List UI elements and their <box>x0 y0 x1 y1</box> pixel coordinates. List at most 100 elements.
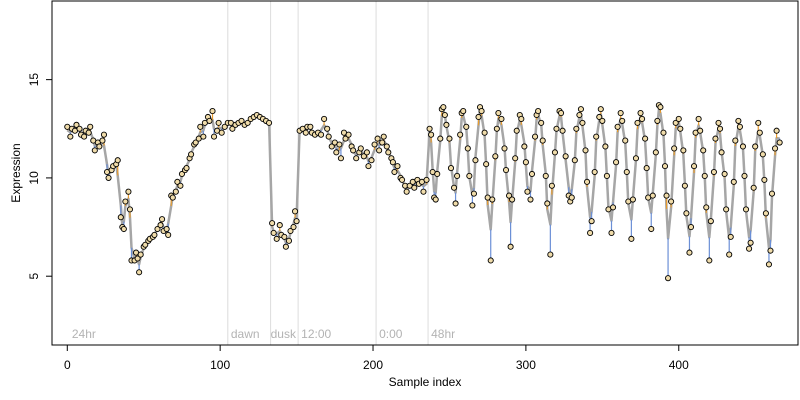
data-point <box>603 172 610 179</box>
data-point <box>493 125 500 132</box>
data-point <box>542 172 549 179</box>
phase-label: 0:00 <box>379 327 403 341</box>
data-point <box>454 172 461 179</box>
x-tick-label: 400 <box>669 358 689 372</box>
data-point <box>643 165 650 172</box>
data-point <box>177 182 184 189</box>
data-point <box>727 233 734 240</box>
data-point <box>776 139 783 146</box>
data-point <box>293 218 300 225</box>
data-point <box>159 216 166 223</box>
data-point <box>434 170 441 178</box>
data-point <box>617 109 624 117</box>
data-point <box>269 220 276 227</box>
data-point <box>134 255 141 262</box>
data-point <box>527 196 534 203</box>
data-point <box>535 108 542 115</box>
data-point <box>762 210 769 217</box>
data-point <box>273 235 280 242</box>
data-point <box>614 123 621 130</box>
data-point <box>680 147 687 154</box>
data-point <box>703 204 710 211</box>
x-tick-label: 0 <box>64 358 71 372</box>
data-point <box>328 143 335 150</box>
data-point <box>755 119 762 126</box>
data-point <box>428 131 435 138</box>
phase-label: dusk <box>271 327 297 341</box>
data-point <box>672 119 679 126</box>
data-point <box>365 163 372 170</box>
data-point <box>136 269 143 276</box>
data-point <box>773 127 780 134</box>
y-tick-label: 15 <box>27 73 41 87</box>
data-point <box>735 117 742 124</box>
data-point <box>492 153 499 160</box>
data-point <box>681 182 688 189</box>
data-point <box>172 188 179 195</box>
data-point <box>469 202 476 209</box>
data-point <box>85 129 92 136</box>
data-point <box>238 117 245 124</box>
data-point <box>489 196 496 203</box>
data-point <box>285 237 292 244</box>
data-point <box>380 133 387 140</box>
data-point <box>649 192 656 199</box>
data-point <box>677 125 684 132</box>
data-point <box>229 125 236 132</box>
data-point <box>524 188 531 195</box>
data-point <box>750 184 757 191</box>
data-point <box>432 196 439 203</box>
data-point <box>648 225 655 233</box>
x-tick-label: 100 <box>210 358 230 372</box>
data-point <box>629 196 636 203</box>
phase-label: 48hr <box>431 327 455 341</box>
data-point <box>583 178 591 185</box>
data-point <box>394 163 401 170</box>
data-point <box>379 139 386 146</box>
data-point <box>403 188 410 195</box>
y-axis: 5 10 15 <box>27 73 52 280</box>
data-point <box>609 204 617 211</box>
data-point <box>151 231 158 238</box>
data-point <box>597 106 604 113</box>
data-point <box>547 251 554 258</box>
data-point <box>178 170 185 178</box>
data-point <box>450 184 458 191</box>
data-point <box>613 159 620 166</box>
data-point <box>385 149 392 156</box>
data-point <box>475 113 482 121</box>
data-point <box>576 111 583 119</box>
data-point <box>623 168 630 176</box>
data-point <box>690 163 698 170</box>
data-point <box>639 115 646 122</box>
data-point <box>544 200 551 207</box>
data-point <box>506 192 513 199</box>
data-point <box>357 145 364 152</box>
data-point <box>200 133 207 140</box>
data-point <box>562 153 569 160</box>
data-point <box>697 127 704 134</box>
phase-label: 24hr <box>72 327 96 341</box>
data-point <box>683 210 690 217</box>
y-tick-label: 5 <box>27 273 41 280</box>
data-point <box>732 137 739 144</box>
data-point <box>440 104 447 111</box>
data-point <box>632 155 640 162</box>
data-point <box>321 115 328 122</box>
data-point <box>157 222 164 229</box>
data-point <box>752 143 759 150</box>
data-point <box>292 208 299 215</box>
data-point <box>163 225 170 233</box>
plot-frame <box>51 0 799 346</box>
data-point <box>478 108 485 115</box>
data-point <box>317 131 325 138</box>
phase-label: dawn <box>231 327 260 341</box>
data-point <box>660 129 667 136</box>
data-point <box>276 222 283 229</box>
data-point <box>509 196 516 203</box>
y-tick-label: 10 <box>27 171 41 185</box>
data-point <box>759 151 766 158</box>
data-point <box>675 115 682 122</box>
data-point <box>105 174 112 181</box>
phase-label: 12:00 <box>301 327 331 341</box>
